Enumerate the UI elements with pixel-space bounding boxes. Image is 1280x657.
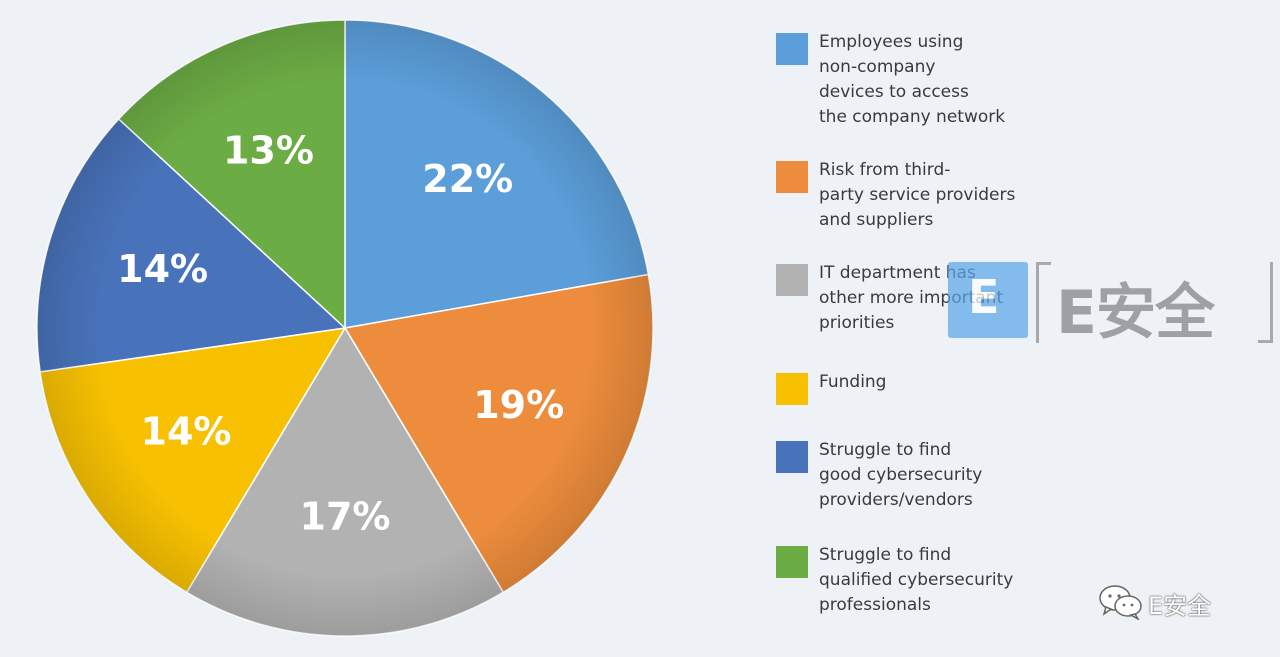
legend-label: Funding [819,372,887,392]
legend-swatch [776,161,808,193]
watermark-badge-letter: E [968,270,1000,324]
slice-value-label: 17% [300,494,391,538]
slice-value-label: 19% [473,383,564,427]
legend-swatch [776,373,808,405]
legend-label: Struggle to find good cybersecurity prov… [819,440,983,510]
slice-value-label: 13% [223,129,314,173]
watermark-bracket-right [1258,262,1273,343]
watermark-bracket-left [1036,262,1051,343]
footer-brand: E安全 [1098,582,1258,622]
slice-value-label: 22% [422,157,513,201]
watermark-text: E安全 [1056,278,1215,348]
legend-label: Struggle to find qualified cybersecurity… [819,545,1014,615]
legend-swatch [776,546,808,578]
legend-swatch [776,33,808,65]
legend-label: Risk from third- party service providers… [819,160,1016,230]
slice-value-label: 14% [117,247,208,291]
watermark-logo: E E安全 [940,258,1276,348]
wechat-icon [1099,585,1142,620]
slice-value-label: 14% [141,409,232,453]
legend-label: Employees using non-company devices to a… [819,32,1006,127]
legend: Employees using non-company devices to a… [776,0,1106,657]
legend-swatch [776,264,808,296]
pie-chart: 22% 19% 17% 14% 14% 13% [36,19,654,637]
legend-swatch [776,441,808,473]
watermark-badge-icon: E [948,262,1028,338]
footer-brand-text: E安全 [1148,592,1212,620]
